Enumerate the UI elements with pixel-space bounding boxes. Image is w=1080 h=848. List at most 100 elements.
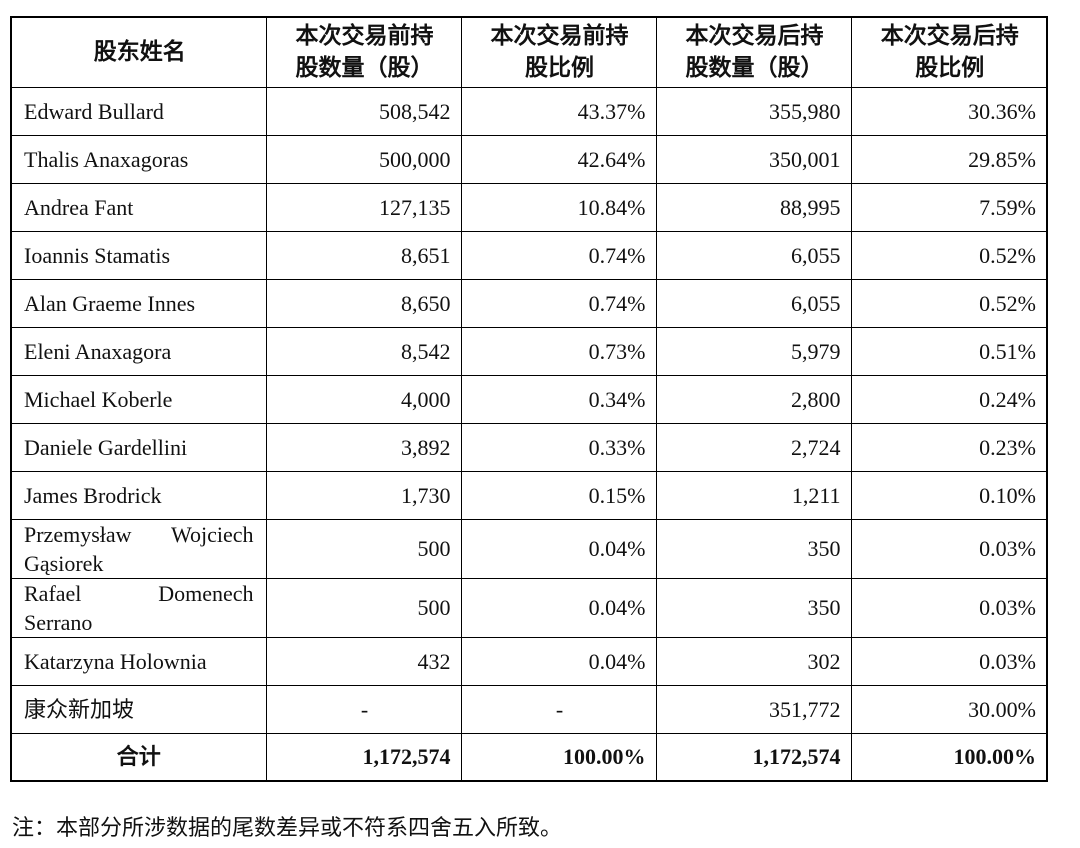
data-row: Thalis Anaxagoras 500,000 42.64% 350,001 29.…	[10, 134, 1048, 184]
name-cell: Rafael Domenech Serrano	[10, 577, 267, 638]
value-cell: 5,979	[655, 326, 852, 376]
value-cell: 8,650	[265, 278, 462, 328]
value-cell: 0.52%	[850, 230, 1048, 280]
value-cell: 1,730	[265, 470, 462, 520]
name-cell: Daniele Gardellini	[10, 422, 267, 472]
value-cell: 500,000	[265, 134, 462, 184]
header-cell: 本次交易后持 股数量（股）	[655, 16, 852, 88]
name-cell: Ioannis Stamatis	[10, 230, 267, 280]
value-cell: 0.10%	[850, 470, 1048, 520]
value-cell: 0.73%	[460, 326, 657, 376]
name-cell: Edward Bullard	[10, 86, 267, 136]
shareholder-table: 股东姓名 本次交易前持 股数量（股） 本次交易前持 股比例 本次交易后持 股数量（股） 本次交…	[10, 16, 1048, 782]
value-cell: 351,772	[655, 684, 852, 734]
data-row: Andrea Fant 127,135 10.84% 88,995 7.59%	[10, 182, 1048, 232]
name-cell: Michael Koberle	[10, 374, 267, 424]
data-row: Edward Bullard 508,542 43.37% 355,980 30.36%	[10, 86, 1048, 136]
value-cell: 10.84%	[460, 182, 657, 232]
data-row: James Brodrick 1,730 0.15% 1,211 0.10%	[10, 470, 1048, 520]
value-cell: 0.74%	[460, 230, 657, 280]
header-line: 本次交易后持	[880, 23, 1019, 50]
value-cell: 0.03%	[850, 636, 1048, 686]
value-cell: 0.03%	[850, 577, 1048, 638]
value-cell: 1,172,574	[265, 732, 462, 782]
data-row: Przemysław Wojciech Gąsiorek 500 0.04% 350 0…	[10, 518, 1048, 579]
value-cell: 350	[655, 577, 852, 638]
value-cell: 30.36%	[850, 86, 1048, 136]
note: 注：本部分所涉数据的尾数差异或不符系四舍五入所致。	[12, 815, 563, 840]
value-cell: 350,001	[655, 134, 852, 184]
value-cell: 302	[655, 636, 852, 686]
value-cell: 500	[265, 577, 462, 638]
value-cell: 8,651	[265, 230, 462, 280]
value-cell: 30.00%	[850, 684, 1048, 734]
value-cell: 0.33%	[460, 422, 657, 472]
value-cell: 42.64%	[460, 134, 657, 184]
value-cell: 127,135	[265, 182, 462, 232]
header-line: 本次交易后持	[685, 23, 824, 50]
header-cell: 本次交易后持 股比例	[850, 16, 1048, 88]
value-cell: 4,000	[265, 374, 462, 424]
header-cell: 本次交易前持 股数量（股）	[265, 16, 462, 88]
value-cell: 0.03%	[850, 518, 1048, 579]
value-cell: 7.59%	[850, 182, 1048, 232]
total-row: 合计 1,172,574 100.00% 1,172,574 100.00%	[10, 732, 1048, 782]
data-row: Ioannis Stamatis 8,651 0.74% 6,055 0.52%	[10, 230, 1048, 280]
header-line: 本次交易前持	[295, 23, 434, 50]
name-cell: Thalis Anaxagoras	[10, 134, 267, 184]
value-cell: 500	[265, 518, 462, 579]
name-cell: 康众新加坡	[10, 684, 267, 734]
value-cell: 0.34%	[460, 374, 657, 424]
header-cell: 股东姓名	[10, 16, 267, 88]
value-cell: 2,800	[655, 374, 852, 424]
value-cell: 0.51%	[850, 326, 1048, 376]
value-cell: 100.00%	[460, 732, 657, 782]
value-cell: 0.24%	[850, 374, 1048, 424]
data-row: Alan Graeme Innes 8,650 0.74% 6,055 0.52%	[10, 278, 1048, 328]
value-cell: 432	[265, 636, 462, 686]
name-cell: Katarzyna Holownia	[10, 636, 267, 686]
value-cell: 6,055	[655, 230, 852, 280]
value-cell: 0.74%	[460, 278, 657, 328]
value-cell: 508,542	[265, 86, 462, 136]
data-row: Michael Koberle 4,000 0.34% 2,800 0.24%	[10, 374, 1048, 424]
name-cell: Przemysław Wojciech Gąsiorek	[10, 518, 267, 579]
header-cell: 本次交易前持 股比例	[460, 16, 657, 88]
header-line: 股比例	[525, 55, 594, 82]
value-cell: 1,211	[655, 470, 852, 520]
value-cell: 0.52%	[850, 278, 1048, 328]
header-line: 股比例	[915, 55, 985, 82]
header-row: 股东姓名 本次交易前持 股数量（股） 本次交易前持 股比例 本次交易后持 股数量（股） 本次交…	[10, 16, 1048, 88]
value-cell: 0.23%	[850, 422, 1048, 472]
data-row: Katarzyna Holownia 432 0.04% 302 0.03%	[10, 636, 1048, 686]
data-row: Daniele Gardellini 3,892 0.33% 2,724 0.23%	[10, 422, 1048, 472]
data-row: 康众新加坡 - -351,772 30.00%	[10, 684, 1048, 734]
value-cell: 0.04%	[460, 577, 657, 638]
value-cell: 2,724	[655, 422, 852, 472]
header-line: 股数量（股）	[295, 55, 434, 82]
value-cell: 0.15%	[460, 470, 657, 520]
value-cell: 43.37%	[460, 86, 657, 136]
data-row: Rafael Domenech Serrano 500 0.04% 350 0.03%	[10, 577, 1048, 638]
value-cell: 0.04%	[460, 636, 657, 686]
header-line: 本次交易前持	[490, 23, 629, 50]
value-cell: -	[460, 684, 657, 734]
value-cell: 1,172,574	[655, 732, 852, 782]
value-cell: 355,980	[655, 86, 852, 136]
table-body: Edward Bullard 508,542 43.37% 355,980 30.36%…	[10, 86, 1048, 782]
value-cell: 0.04%	[460, 518, 657, 579]
value-cell: -	[265, 684, 462, 734]
value-cell: 88,995	[655, 182, 852, 232]
name-cell: Eleni Anaxagora	[10, 326, 267, 376]
header-line: 股数量（股）	[685, 55, 824, 82]
name-cell: James Brodrick	[10, 470, 267, 520]
value-cell: 100.00%	[850, 732, 1048, 782]
value-cell: 8,542	[265, 326, 462, 376]
value-cell: 3,892	[265, 422, 462, 472]
value-cell: 29.85%	[850, 134, 1048, 184]
data-row: Eleni Anaxagora 8,542 0.73% 5,979 0.51%	[10, 326, 1048, 376]
name-cell: 合计	[10, 732, 267, 782]
value-cell: 6,055	[655, 278, 852, 328]
name-cell: Andrea Fant	[10, 182, 267, 232]
